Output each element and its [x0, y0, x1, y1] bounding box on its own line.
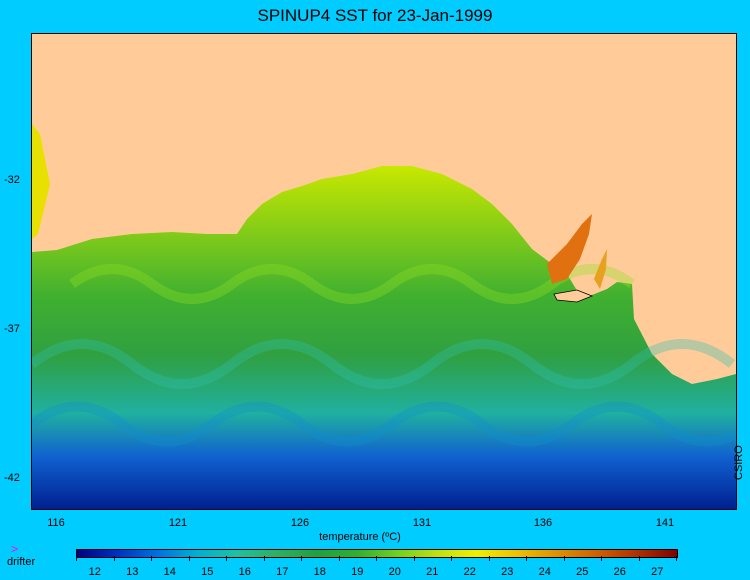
- colorbar-tick-label: 18: [313, 566, 326, 578]
- colorbar-tick-label: 16: [238, 566, 251, 578]
- colorbar-tick-label: 27: [651, 566, 664, 578]
- lat-tick-label: -32: [4, 174, 20, 186]
- colorbar-tick-label: 12: [88, 566, 101, 578]
- colorbar-tick-label: 21: [426, 566, 439, 578]
- lon-tick-label: 126: [290, 517, 310, 529]
- lat-tick-label: -37: [4, 323, 20, 335]
- colorbar-ticks: [76, 556, 677, 561]
- lat-tick-label: -42: [4, 472, 20, 484]
- west-coast-waters: [32, 124, 50, 239]
- kangaroo-island: [553, 289, 594, 303]
- credit-label: CSIRO: [733, 445, 745, 480]
- colorbar-title: temperature (ºC): [319, 531, 401, 543]
- lon-tick-label: 141: [655, 517, 675, 529]
- lon-tick-label: 136: [533, 517, 553, 529]
- colorbar-tick-label: 26: [613, 566, 626, 578]
- lon-tick-label: 121: [168, 517, 188, 529]
- map-title: SPINUP4 SST for 23-Jan-1999: [257, 6, 493, 25]
- sst-map-graphic: [32, 124, 736, 509]
- sst-map: [31, 33, 737, 510]
- colorbar-tick-label: 14: [163, 566, 176, 578]
- gulf-st-vincent: [594, 249, 607, 289]
- colorbar-tick-label: 24: [538, 566, 551, 578]
- colorbar-tick-label: 25: [576, 566, 589, 578]
- spencer-gulf: [547, 214, 592, 284]
- colorbar-tick-label: 17: [276, 566, 289, 578]
- colorbar-tick-label: 22: [463, 566, 476, 578]
- lon-tick-label: 116: [47, 517, 65, 529]
- colorbar-tick-label: 19: [351, 566, 364, 578]
- ocean-area: [32, 166, 736, 509]
- colorbar-tick-label: 20: [388, 566, 401, 578]
- drifter-marker-icon: >: [11, 542, 19, 556]
- colorbar-tick-label: 13: [126, 566, 139, 578]
- colorbar-tick-label: 23: [501, 566, 514, 578]
- drifter-label: drifter: [7, 556, 36, 568]
- colorbar-tick-label: 15: [201, 566, 214, 578]
- lon-tick-label: 131: [412, 517, 432, 529]
